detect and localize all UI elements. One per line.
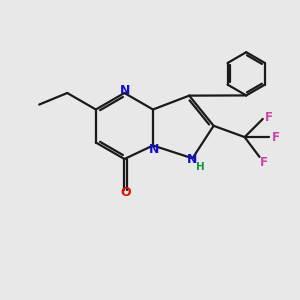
Text: N: N bbox=[149, 142, 160, 156]
Text: F: F bbox=[260, 156, 268, 170]
Text: F: F bbox=[272, 130, 280, 144]
Text: N: N bbox=[120, 84, 130, 97]
Text: N: N bbox=[187, 153, 198, 166]
Text: O: O bbox=[121, 186, 131, 199]
Text: F: F bbox=[266, 111, 273, 124]
Text: H: H bbox=[196, 162, 205, 172]
